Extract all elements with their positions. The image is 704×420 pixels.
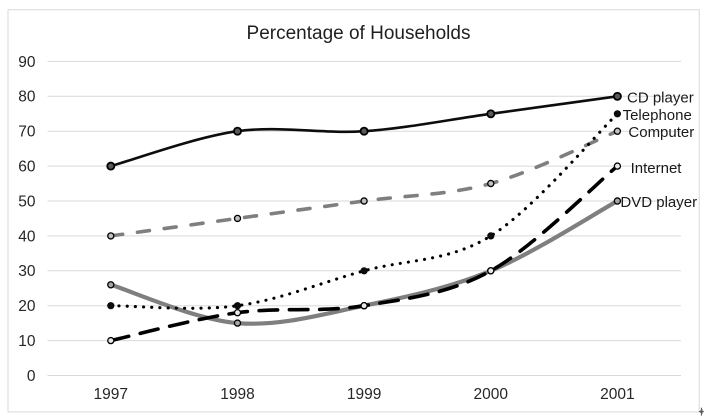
svg-text:2001: 2001 <box>600 386 634 403</box>
svg-text:20: 20 <box>18 298 36 315</box>
svg-text:80: 80 <box>18 89 36 106</box>
svg-text:Internet: Internet <box>631 160 683 177</box>
svg-text:0: 0 <box>27 368 36 385</box>
svg-text:50: 50 <box>18 193 36 210</box>
svg-text:30: 30 <box>18 263 36 280</box>
svg-text:10: 10 <box>18 333 36 350</box>
svg-text:1999: 1999 <box>347 386 381 403</box>
svg-text:1998: 1998 <box>220 386 254 403</box>
svg-text:60: 60 <box>18 159 36 176</box>
svg-text:2000: 2000 <box>474 386 509 403</box>
svg-text:CD player: CD player <box>627 89 694 106</box>
svg-text:70: 70 <box>18 124 36 141</box>
svg-text:Telephone: Telephone <box>623 107 692 124</box>
svg-text:DVD player: DVD player <box>620 194 697 211</box>
svg-text:Computer: Computer <box>628 124 694 141</box>
svg-text:90: 90 <box>18 54 36 71</box>
svg-text:Percentage of Households: Percentage of Households <box>247 23 471 44</box>
svg-text:1997: 1997 <box>94 386 128 403</box>
svg-text:40: 40 <box>18 228 36 245</box>
